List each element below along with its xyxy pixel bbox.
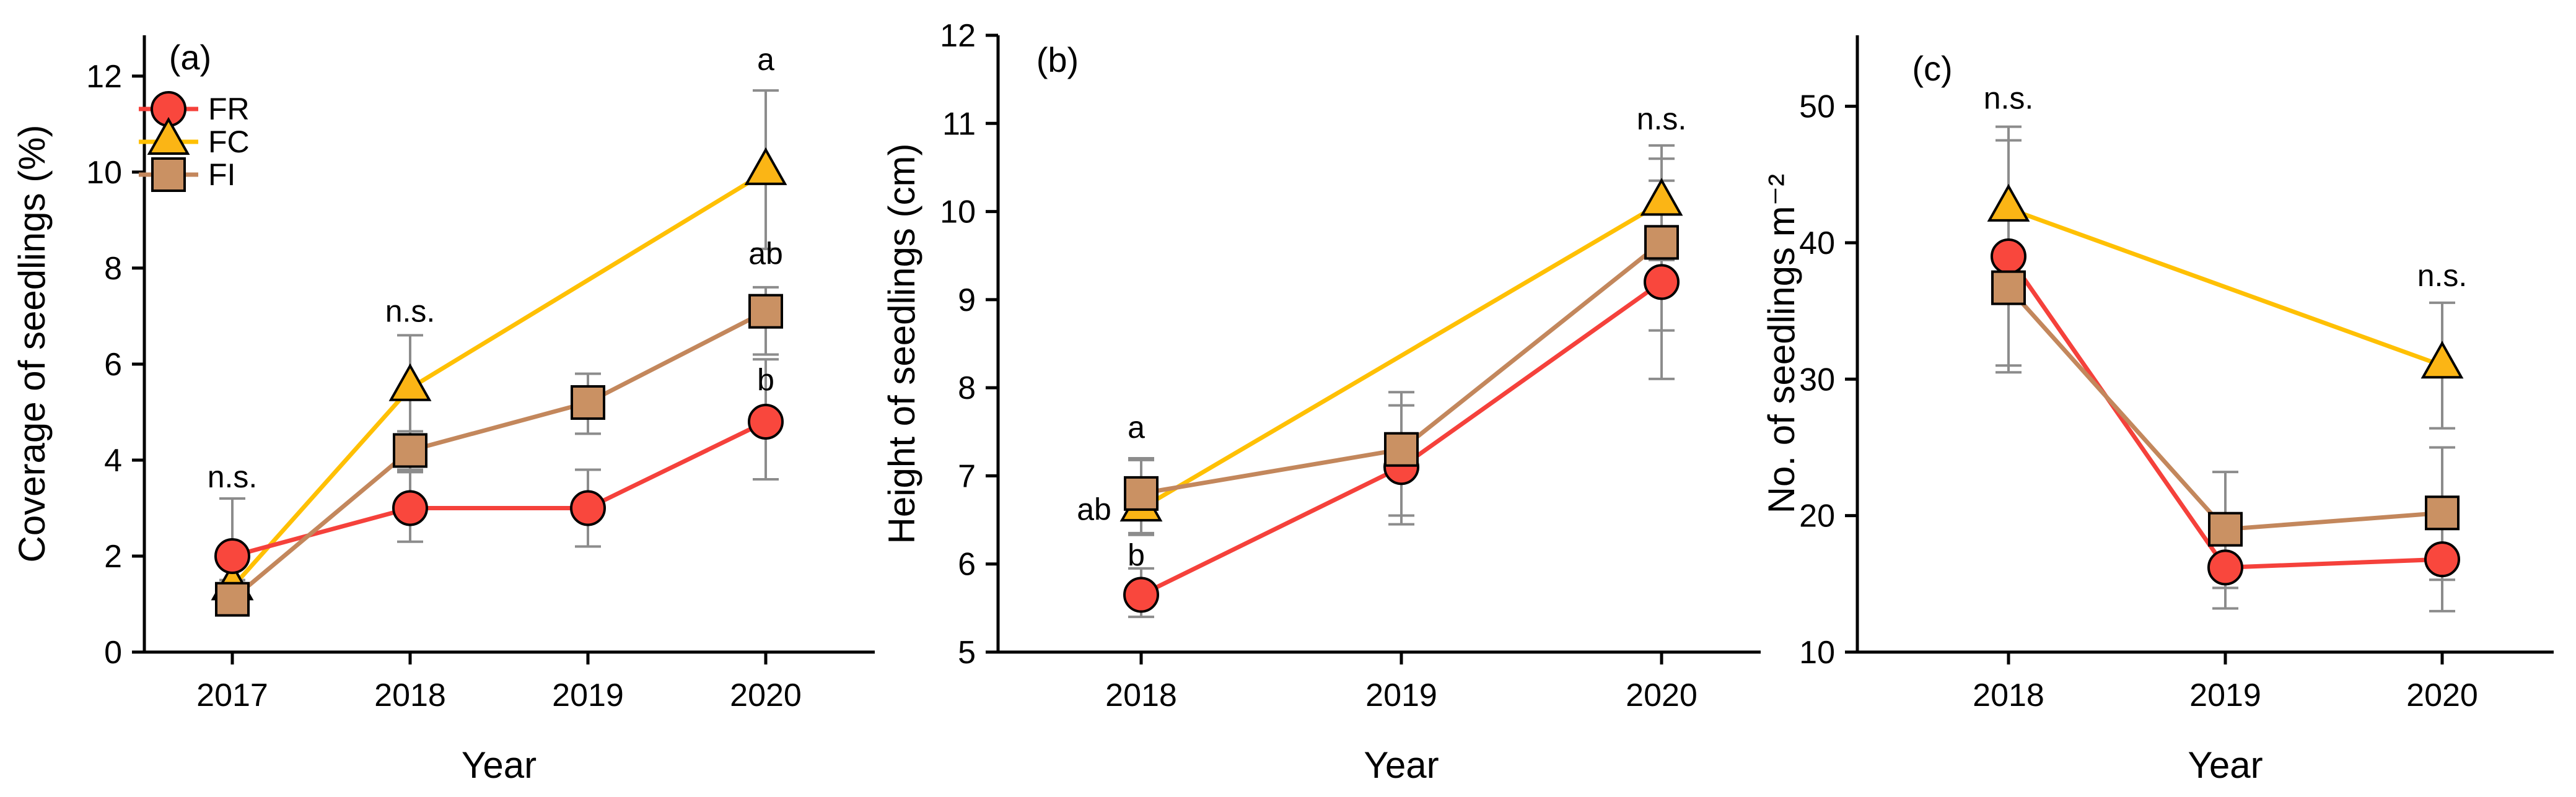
marker-FR-2019 [570,490,606,526]
y-tick-label: 50 [1799,89,1835,125]
marker-FR-2020 [748,403,784,440]
x-tick-label: 2019 [2189,677,2261,713]
y-tick-label: 4 [104,443,122,479]
y-tick-label: 9 [958,282,976,318]
sig-label: ab [748,237,783,271]
series-line-FC [2007,206,2443,368]
sig-label: n.s. [208,459,258,494]
sig-label: b [757,363,774,398]
marker-FR-2019 [2207,549,2243,586]
series-line-FR [232,419,767,559]
sig-label: ab [1077,492,1111,526]
y-tick-label: 30 [1799,362,1835,398]
x-tick-label: 2017 [196,677,268,713]
marker-FI-2017 [215,581,250,617]
marker-FR-2018 [392,490,428,526]
sig-label: n.s. [1984,81,2034,115]
x-axis-title: Year [2188,744,2263,786]
x-axis-title: Year [462,744,537,786]
x-tick-label: 2018 [1105,677,1177,713]
y-tick-label: 10 [86,155,122,191]
sig-label: n.s. [1637,102,1687,136]
marker-FI-2019 [1384,432,1419,467]
series-line-FC [230,170,767,589]
y-tick-label: 2 [104,539,122,575]
y-tick-label: 6 [104,347,122,383]
y-tick-label: 10 [1799,635,1835,671]
y-axis-title: No. of seedlings m⁻² [1761,174,1802,514]
sig-label: n.s. [2417,258,2468,293]
marker-FI-2020 [1644,225,1679,260]
y-axis-title: Height of seedlings (cm) [881,144,922,544]
y-tick-label: 5 [958,635,976,671]
marker-FC-2018 [388,363,432,401]
marker-FI-2018 [393,433,427,468]
legend-label-FI: FI [208,157,235,192]
x-tick-label: 2019 [552,677,624,713]
marker-FR-2020 [2424,541,2460,578]
panel-a: 0 2 4 6 8 10 12 2017 2018 2019 2020 n.s. n.s. a ab b (a)… [11,35,875,786]
y-axis-title: Coverage of seedlings (%) [11,124,53,562]
x-tick-label: 2020 [2406,677,2478,713]
x-tick-label: 2019 [1365,677,1437,713]
marker-FC-2018 [1987,183,2030,222]
marker-FC-2020 [2420,341,2464,379]
x-tick-label: 2020 [1626,677,1698,713]
legend-label-FC: FC [208,124,250,159]
marker-FR-2017 [214,538,250,574]
y-tick-label: 12 [86,59,122,95]
sig-label: a [1128,410,1145,445]
panel-letter: (a) [169,38,211,77]
marker-FR-2018 [1123,577,1159,613]
panel-b: 5 6 7 8 9 10 11 12 2018 2019 2020 a abb n.s. (b) Height… [881,18,1761,786]
y-tick-label: 0 [104,635,122,671]
y-tick-label: 12 [940,18,976,54]
marker-FR-2018 [1991,238,2026,274]
y-tick-label: 10 [940,194,976,230]
x-tick-label: 2018 [1973,677,2044,713]
marker-FC-2020 [1640,178,1683,216]
y-tick-label: 20 [1799,499,1835,534]
sig-label: n.s. [385,294,436,329]
marker-FI-2019 [2208,512,2243,547]
y-tick-label: 8 [958,370,976,406]
marker-FI-2019 [571,385,605,420]
sig-label: b [1128,538,1145,572]
series-line-FC [1140,201,1663,511]
sig-label: a [757,42,774,77]
marker-FI-2018 [1124,476,1159,511]
marker-FI-2020 [748,294,783,329]
y-tick-label: 7 [958,458,976,494]
y-tick-label: 8 [104,251,122,287]
marker-FR-2020 [1644,264,1680,300]
legend-label-FR: FR [208,92,250,126]
panel-letter: (c) [1912,49,1952,88]
legend-marker-FC [147,116,190,155]
y-tick-label: 40 [1799,225,1835,261]
x-axis-title: Year [1364,744,1439,786]
series-line-FI [230,309,767,601]
marker-FI-2018 [1991,270,2026,305]
x-tick-label: 2018 [374,677,446,713]
marker-FI-2020 [2425,495,2460,531]
legend-marker-FI [151,157,186,192]
y-tick-label: 11 [942,106,976,142]
x-tick-label: 2020 [730,677,802,713]
y-tick-label: 6 [958,547,976,583]
marker-FC-2020 [744,147,787,185]
panel-c: 10 20 30 40 50 2018 2019 2020 n.s. n.s. (c) No. of … [1761,35,2554,786]
panel-letter: (b) [1036,40,1079,79]
